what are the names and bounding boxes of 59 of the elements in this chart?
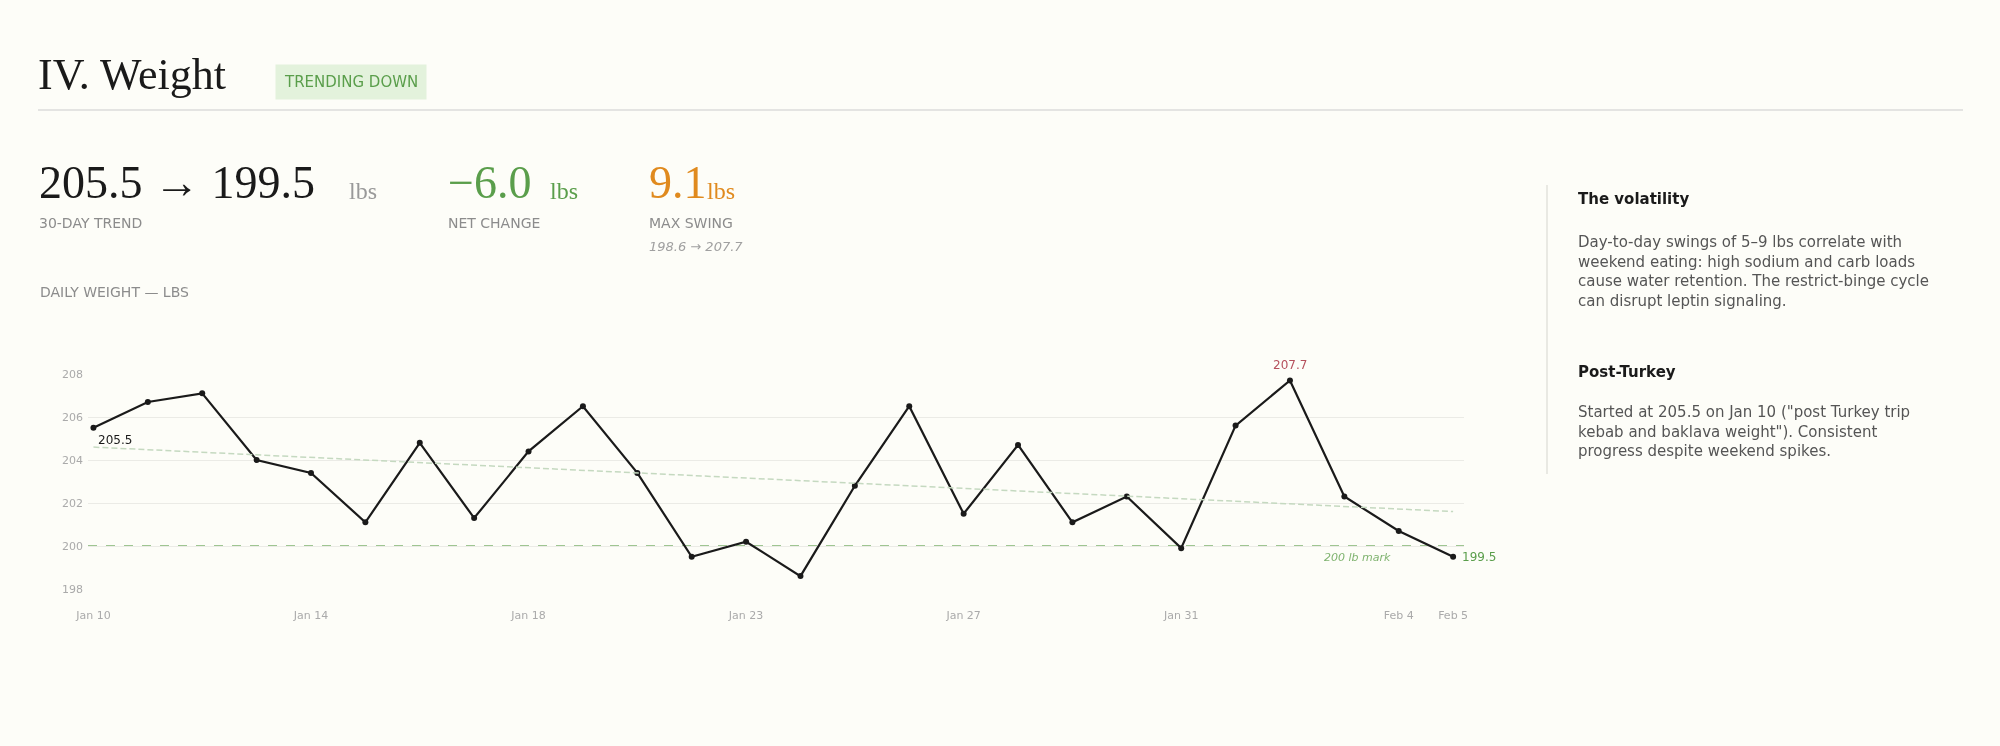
point	[471, 515, 478, 522]
point	[688, 553, 695, 560]
point	[1232, 422, 1239, 429]
y-tick-label: 200	[62, 539, 83, 553]
data-label: 207.7	[1273, 358, 1308, 372]
point	[1015, 441, 1022, 448]
point	[199, 390, 206, 397]
text: 30-DAY TREND	[39, 215, 143, 231]
point	[416, 439, 423, 446]
text: The volatility	[1578, 190, 1690, 208]
x-tick-label: Jan 18	[510, 609, 546, 622]
text: 198.6 → 207.7	[649, 239, 744, 254]
chart-title: IV. Weight	[38, 50, 226, 100]
point	[906, 403, 913, 410]
ref-line-label: 200 lb mark	[1324, 551, 1392, 564]
x-tick-label: Jan 10	[75, 609, 111, 622]
text: Day-to-day swings of 5–9 lbs correlate with weekend eating: high sodium and carb loads cause water retention. The restrict-binge cycle can disrupt leptin signaling.	[1578, 233, 1929, 310]
point	[743, 538, 750, 545]
text: Started at 205.5 on Jan 10 ("post Turkey trip kebab and baklava weight"). Consistent progress despite weekend spikes.	[1578, 403, 1911, 460]
text: NET CHANGE	[448, 215, 541, 231]
data-label: 199.5	[1462, 550, 1497, 564]
x-tick-label: Jan 14	[292, 609, 329, 622]
y-tick-label: 208	[62, 367, 83, 381]
point	[253, 457, 260, 463]
point	[525, 448, 532, 455]
text: MAX SWING	[649, 215, 733, 231]
point	[960, 510, 967, 517]
point	[1341, 493, 1348, 500]
point	[1395, 527, 1402, 534]
y-tick-label: 198	[62, 582, 83, 596]
text: Post-Turkey	[1578, 363, 1676, 381]
y-tick-label: 202	[62, 496, 83, 510]
point	[1450, 553, 1457, 560]
point	[579, 403, 586, 410]
text: 9.1	[649, 157, 707, 208]
x-tick-label: Jan 31	[1162, 609, 1199, 622]
point	[144, 398, 151, 405]
text: −6.0	[448, 157, 532, 208]
point	[1178, 545, 1185, 552]
point	[851, 482, 858, 489]
y-tick-label: 204	[62, 453, 83, 467]
text: 205.5 → 199.5	[39, 157, 315, 208]
point	[797, 573, 804, 580]
x-tick-label: Feb 4	[1383, 609, 1414, 622]
x-tick-label: Jan 27	[945, 609, 981, 622]
point	[1069, 519, 1076, 526]
point	[1286, 377, 1293, 384]
x-tick-label: Feb 5	[1438, 609, 1469, 622]
y-tick-label: 206	[62, 410, 83, 424]
point	[90, 424, 97, 431]
text: lbs	[550, 178, 579, 204]
x-tick-label: Jan 23	[727, 609, 764, 622]
text: lbs	[707, 178, 736, 204]
text: TRENDING DOWN	[284, 73, 419, 91]
point	[362, 519, 369, 526]
point	[307, 469, 314, 476]
text: lbs	[349, 178, 378, 204]
data-label: 205.5	[98, 433, 133, 447]
chart-subtitle: DAILY WEIGHT — LBS	[40, 284, 189, 300]
